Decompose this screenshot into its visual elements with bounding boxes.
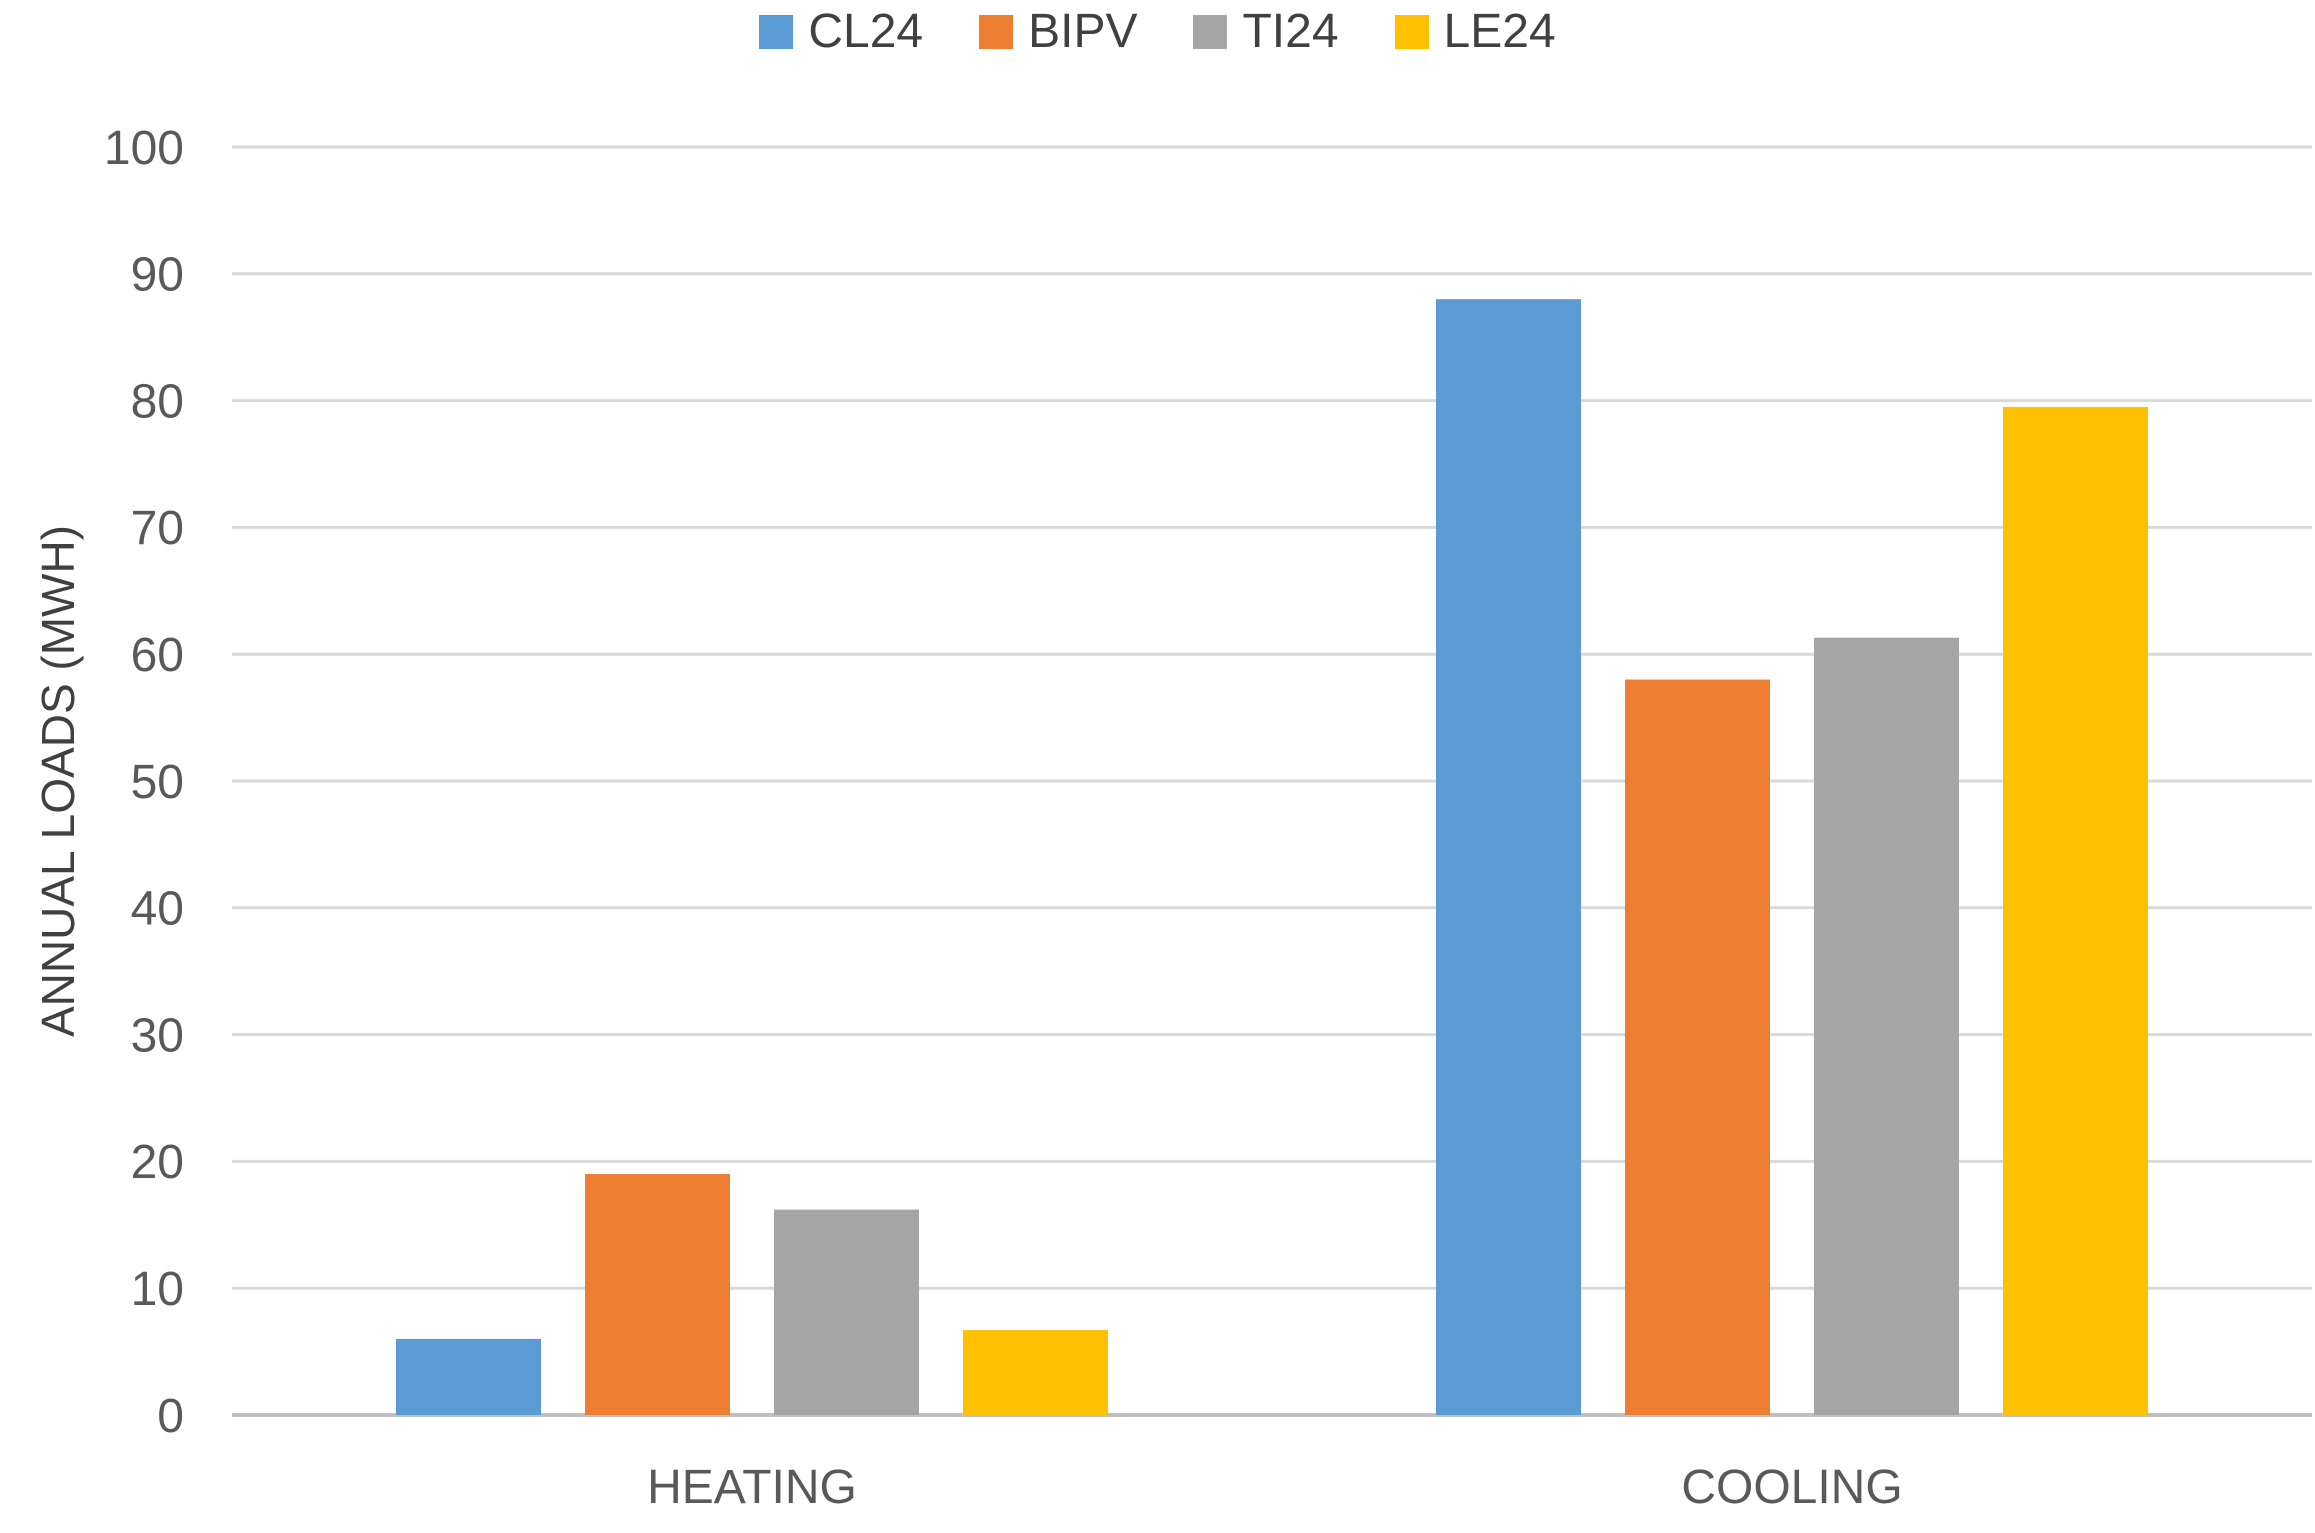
y-tick-label-40: 40	[131, 883, 184, 936]
y-tick-label-0: 0	[157, 1390, 184, 1443]
bar-cooling-bipv	[1625, 679, 1770, 1415]
y-tick-label-80: 80	[131, 375, 184, 428]
legend-label: CL24	[808, 5, 924, 58]
bar-heating-ti24	[774, 1209, 919, 1415]
legend-item-bipv: BIPV	[979, 8, 1137, 56]
bar-heating-le24	[963, 1330, 1108, 1415]
y-tick-label-50: 50	[131, 756, 184, 809]
legend-item-cl24: CL24	[759, 8, 923, 56]
legend-label: TI24	[1242, 5, 1339, 58]
legend-swatch-icon	[1394, 15, 1429, 49]
y-tick-label-20: 20	[131, 1136, 184, 1189]
legend-swatch-icon	[759, 15, 794, 49]
legend-item-ti24: TI24	[1193, 5, 1339, 58]
legend-label: LE24	[1443, 5, 1556, 58]
legend-swatch-icon	[1193, 15, 1228, 49]
y-tick-label-70: 70	[131, 502, 184, 555]
x-category-label-heating: HEATING	[647, 1461, 857, 1514]
y-tick-label-60: 60	[131, 629, 184, 682]
y-tick-label-30: 30	[131, 1009, 184, 1062]
legend-swatch-icon	[979, 15, 1014, 49]
legend: CL24 BIPV TI24 LE24	[0, 2, 2315, 62]
bar-cooling-ti24	[1814, 637, 1959, 1415]
legend-item-le24: LE24	[1394, 5, 1556, 58]
bar-heating-bipv	[585, 1174, 730, 1415]
y-tick-label-100: 100	[104, 122, 184, 175]
legend-label: BIPV	[1028, 5, 1138, 58]
bar-cooling-cl24	[1436, 299, 1581, 1415]
bar-heating-cl24	[396, 1338, 541, 1415]
y-tick-label-10: 10	[131, 1263, 184, 1316]
y-tick-label-90: 90	[131, 249, 184, 302]
x-category-label-cooling: COOLING	[1681, 1461, 1902, 1514]
bar-cooling-le24	[2003, 406, 2148, 1415]
